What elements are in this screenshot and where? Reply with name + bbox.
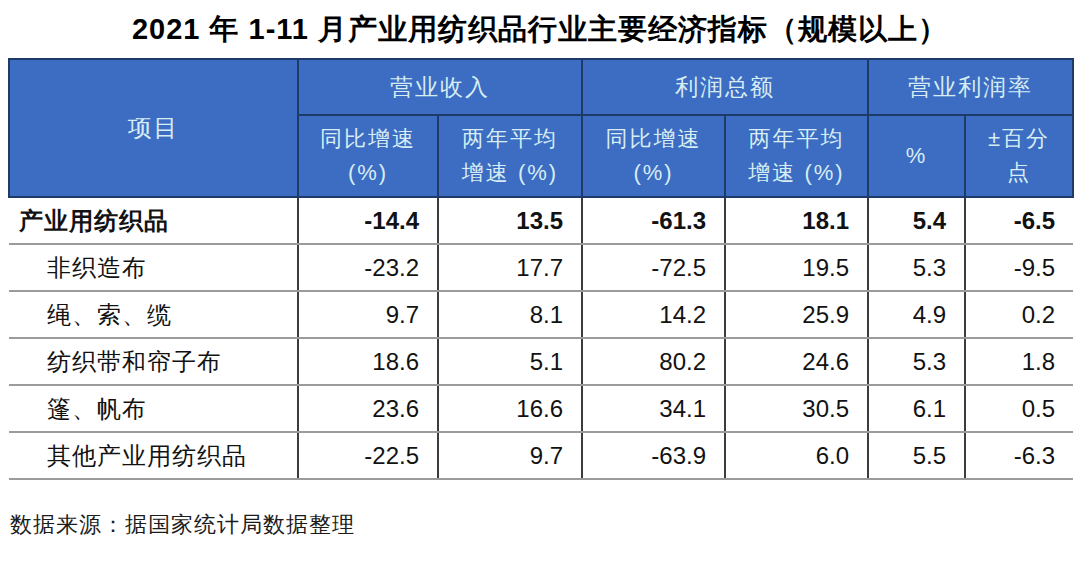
cell-value: -63.9	[582, 432, 725, 479]
cell-value: 5.3	[868, 244, 965, 291]
row-label: 篷、帆布	[9, 385, 298, 432]
header-cell-margin-percent: %	[868, 115, 965, 197]
header-line: %	[869, 139, 964, 173]
cell-value: 5.5	[868, 432, 965, 479]
cell-value: 14.2	[582, 291, 725, 338]
economic-indicators-table: 项目 营业收入 利润总额 营业利润率 同比增速 (%) 两年平均 增速 (%) …	[8, 58, 1074, 480]
header-group-total-profit: 利润总额	[582, 59, 868, 115]
table-row: 其他产业用纺织品 -22.5 9.7 -63.9 6.0 5.5 -6.3	[9, 432, 1073, 479]
header-line: 同比增速	[583, 122, 724, 156]
row-label: 其他产业用纺织品	[9, 432, 298, 479]
header-line: ±百分	[966, 122, 1072, 156]
table-body: 产业用纺织品 -14.4 13.5 -61.3 18.1 5.4 -6.5 非织…	[9, 197, 1073, 479]
cell-value: -14.4	[298, 197, 438, 244]
header-group-operating-revenue: 营业收入	[298, 59, 582, 115]
header-line: 点	[966, 156, 1072, 190]
cell-value: 34.1	[582, 385, 725, 432]
table-row: 绳、索、缆 9.7 8.1 14.2 25.9 4.9 0.2	[9, 291, 1073, 338]
cell-value: 6.1	[868, 385, 965, 432]
header-cell-margin-pp-change: ±百分 点	[965, 115, 1073, 197]
table-row: 纺织带和帘子布 18.6 5.1 80.2 24.6 5.3 1.8	[9, 338, 1073, 385]
row-label: 绳、索、缆	[9, 291, 298, 338]
header-line: 同比增速	[299, 122, 437, 156]
cell-value: 5.1	[438, 338, 582, 385]
header-line: (%)	[299, 156, 437, 190]
cell-value: 30.5	[725, 385, 868, 432]
cell-value: 18.1	[725, 197, 868, 244]
cell-value: 5.4	[868, 197, 965, 244]
cell-value: 25.9	[725, 291, 868, 338]
cell-value: -22.5	[298, 432, 438, 479]
cell-value: 16.6	[438, 385, 582, 432]
cell-value: 80.2	[582, 338, 725, 385]
data-source-note: 数据来源：据国家统计局数据整理	[10, 510, 1080, 540]
header-line: 增速 (%)	[726, 156, 867, 190]
cell-value: 4.9	[868, 291, 965, 338]
cell-value: 23.6	[298, 385, 438, 432]
cell-value: 0.5	[965, 385, 1073, 432]
header-cell-project: 项目	[9, 59, 298, 197]
cell-value: -61.3	[582, 197, 725, 244]
cell-value: 24.6	[725, 338, 868, 385]
cell-value: 18.6	[298, 338, 438, 385]
header-cell-profit-2yr-avg: 两年平均 增速 (%)	[725, 115, 868, 197]
header-group-operating-margin: 营业利润率	[868, 59, 1073, 115]
cell-value: -23.2	[298, 244, 438, 291]
table-row: 篷、帆布 23.6 16.6 34.1 30.5 6.1 0.5	[9, 385, 1073, 432]
cell-value: 9.7	[298, 291, 438, 338]
cell-value: 5.3	[868, 338, 965, 385]
cell-value: 13.5	[438, 197, 582, 244]
cell-value: -9.5	[965, 244, 1073, 291]
table-header: 项目 营业收入 利润总额 营业利润率 同比增速 (%) 两年平均 增速 (%) …	[9, 59, 1073, 197]
cell-value: 19.5	[725, 244, 868, 291]
cell-value: 1.8	[965, 338, 1073, 385]
header-line: 两年平均	[439, 122, 581, 156]
cell-value: 6.0	[725, 432, 868, 479]
cell-value: 9.7	[438, 432, 582, 479]
cell-value: 8.1	[438, 291, 582, 338]
header-cell-profit-yoy: 同比增速 (%)	[582, 115, 725, 197]
table-row: 非织造布 -23.2 17.7 -72.5 19.5 5.3 -9.5	[9, 244, 1073, 291]
cell-value: 0.2	[965, 291, 1073, 338]
header-line: 增速 (%)	[439, 156, 581, 190]
cell-value: 17.7	[438, 244, 582, 291]
header-cell-revenue-2yr-avg: 两年平均 增速 (%)	[438, 115, 582, 197]
row-label: 产业用纺织品	[9, 197, 298, 244]
header-cell-revenue-yoy: 同比增速 (%)	[298, 115, 438, 197]
cell-value: -6.5	[965, 197, 1073, 244]
header-line: 两年平均	[726, 122, 867, 156]
page-title: 2021 年 1-11 月产业用纺织品行业主要经济指标（规模以上）	[0, 0, 1080, 50]
cell-value: -72.5	[582, 244, 725, 291]
cell-value: -6.3	[965, 432, 1073, 479]
row-label: 纺织带和帘子布	[9, 338, 298, 385]
row-label: 非织造布	[9, 244, 298, 291]
header-line: (%)	[583, 156, 724, 190]
table-row: 产业用纺织品 -14.4 13.5 -61.3 18.1 5.4 -6.5	[9, 197, 1073, 244]
